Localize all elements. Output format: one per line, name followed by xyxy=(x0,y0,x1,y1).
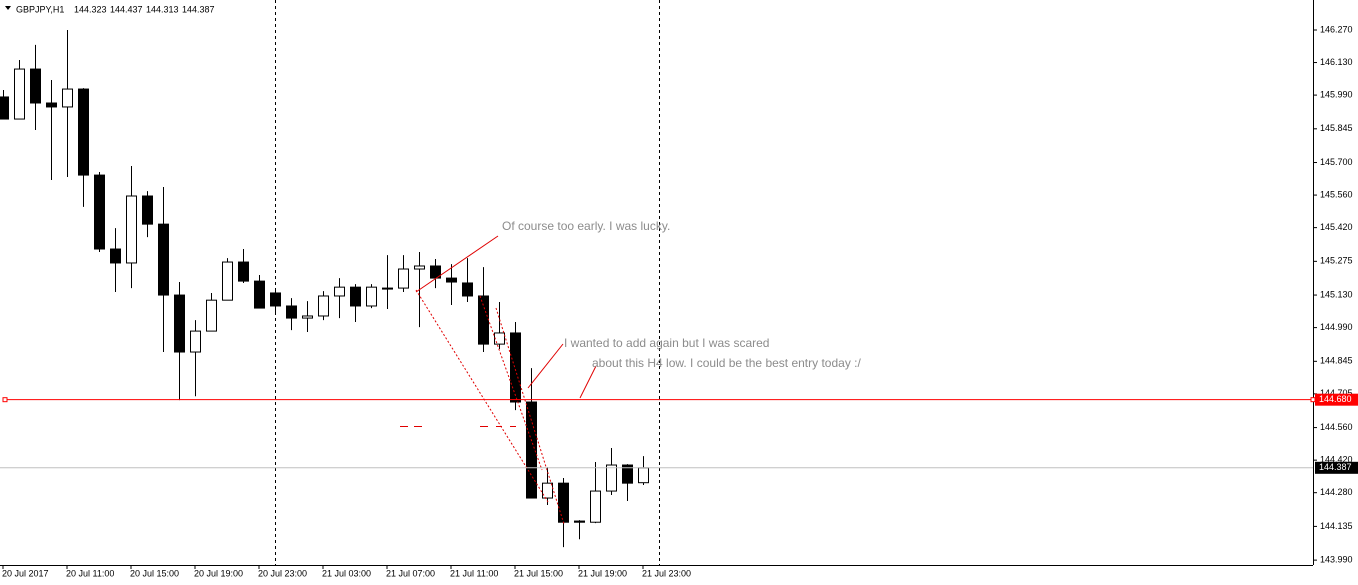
candle-body xyxy=(222,261,233,301)
y-tick-label: 144.560 xyxy=(1320,422,1353,432)
candle-body xyxy=(254,280,265,309)
x-tick-label: 21 Jul 11:00 xyxy=(450,568,498,578)
candle-body xyxy=(206,299,217,332)
marks xyxy=(0,29,649,548)
candle-body xyxy=(14,68,25,120)
y-tick-label: 144.990 xyxy=(1320,322,1353,332)
candle-body xyxy=(142,195,153,225)
candle-body xyxy=(30,68,41,104)
annotation-line xyxy=(579,365,597,399)
y-tick-label: 145.845 xyxy=(1320,123,1353,133)
annotation: about this H4 low. I could be the best e… xyxy=(592,356,861,370)
candle-body xyxy=(78,88,89,176)
y-tick-label: 144.845 xyxy=(1320,356,1353,366)
candle-body xyxy=(398,268,409,289)
candle-body xyxy=(302,315,313,319)
bid-label-box xyxy=(1315,461,1358,474)
candle-body xyxy=(574,520,585,523)
candle-body xyxy=(622,464,633,484)
candle-body xyxy=(526,401,537,499)
y-tick-label: 144.280 xyxy=(1320,487,1353,497)
x-tick-label: 20 Jul 15:00 xyxy=(130,568,179,578)
candle-body xyxy=(414,265,425,270)
level-label: 144.680 xyxy=(1319,394,1352,404)
ohlc-close: 144.387 xyxy=(182,4,215,14)
level-label-box xyxy=(1315,393,1358,406)
x-tick-label: 21 Jul 23:00 xyxy=(642,568,691,578)
candle-body xyxy=(110,248,121,264)
candle-body xyxy=(126,195,137,264)
candle-body xyxy=(366,286,377,307)
candle-body xyxy=(318,295,329,317)
y-tick-label: 145.700 xyxy=(1320,157,1353,167)
x-tick-label: 21 Jul 19:00 xyxy=(578,568,627,578)
candle-body xyxy=(0,96,9,120)
candle-body xyxy=(270,292,281,307)
x-tick-label: 20 Jul 19:00 xyxy=(194,568,243,578)
level-handle xyxy=(1310,397,1316,403)
y-tick-label: 144.135 xyxy=(1320,521,1353,531)
candle-body xyxy=(286,305,297,319)
y-tick-label: 145.275 xyxy=(1320,256,1353,266)
level-handle xyxy=(2,397,8,403)
menu-triangle[interactable] xyxy=(5,6,11,10)
symbol: GBPJPY,H1 xyxy=(16,4,64,14)
candle-body xyxy=(510,332,521,403)
x-tick-label: 21 Jul 15:00 xyxy=(514,568,563,578)
candle-body xyxy=(590,490,601,523)
candle-body xyxy=(446,277,457,283)
candle-body xyxy=(542,482,553,499)
candle-body xyxy=(558,482,569,523)
candle-body xyxy=(94,174,105,250)
candle-body xyxy=(478,295,489,345)
annotation: Of course too early. I was lucky. xyxy=(502,219,670,233)
drawings xyxy=(400,235,597,525)
candle-body xyxy=(334,286,345,297)
y-tick-label: 145.130 xyxy=(1320,289,1353,299)
candle-body xyxy=(606,464,617,492)
y-tick-label: 146.130 xyxy=(1320,57,1353,67)
candle-body xyxy=(462,282,473,297)
bid-label: 144.387 xyxy=(1319,462,1352,472)
candle-body xyxy=(494,332,505,345)
candle-body xyxy=(62,88,73,108)
candle-body xyxy=(350,286,361,307)
y-tick-label: 144.420 xyxy=(1320,455,1353,465)
annotation-line xyxy=(527,343,564,389)
trade-line xyxy=(415,289,549,503)
annotation-line xyxy=(415,235,499,293)
y-tick-label: 145.420 xyxy=(1320,222,1353,232)
y-tick-label: 144.705 xyxy=(1320,388,1353,398)
trade-line xyxy=(495,307,565,525)
y-tick-label: 145.990 xyxy=(1320,89,1353,99)
annotation: I wanted to add again but I was scared xyxy=(564,336,769,350)
y-tick-label: 146.270 xyxy=(1320,24,1353,34)
y-tick-label: 143.990 xyxy=(1320,554,1353,564)
candle-body xyxy=(46,102,57,108)
y-tick-label: 145.560 xyxy=(1320,189,1353,199)
x-tick-label: 21 Jul 03:00 xyxy=(322,568,371,578)
trade-line xyxy=(479,295,543,471)
x-tick-label: 20 Jul 11:00 xyxy=(66,568,114,578)
ohlc-low: 144.313 xyxy=(146,4,179,14)
ohlc-open: 144.323 xyxy=(74,4,107,14)
x-tick-label: 21 Jul 07:00 xyxy=(386,568,435,578)
candle-body xyxy=(238,261,249,282)
candle-body xyxy=(174,294,185,353)
candle-body xyxy=(158,223,169,296)
candle-body xyxy=(638,467,649,484)
x-tick-label: 20 Jul 2017 xyxy=(2,568,49,578)
candle-body xyxy=(190,330,201,353)
ohlc-high: 144.437 xyxy=(110,4,143,14)
x-tick-label: 20 Jul 23:00 xyxy=(258,568,307,578)
candle-body xyxy=(382,287,393,290)
